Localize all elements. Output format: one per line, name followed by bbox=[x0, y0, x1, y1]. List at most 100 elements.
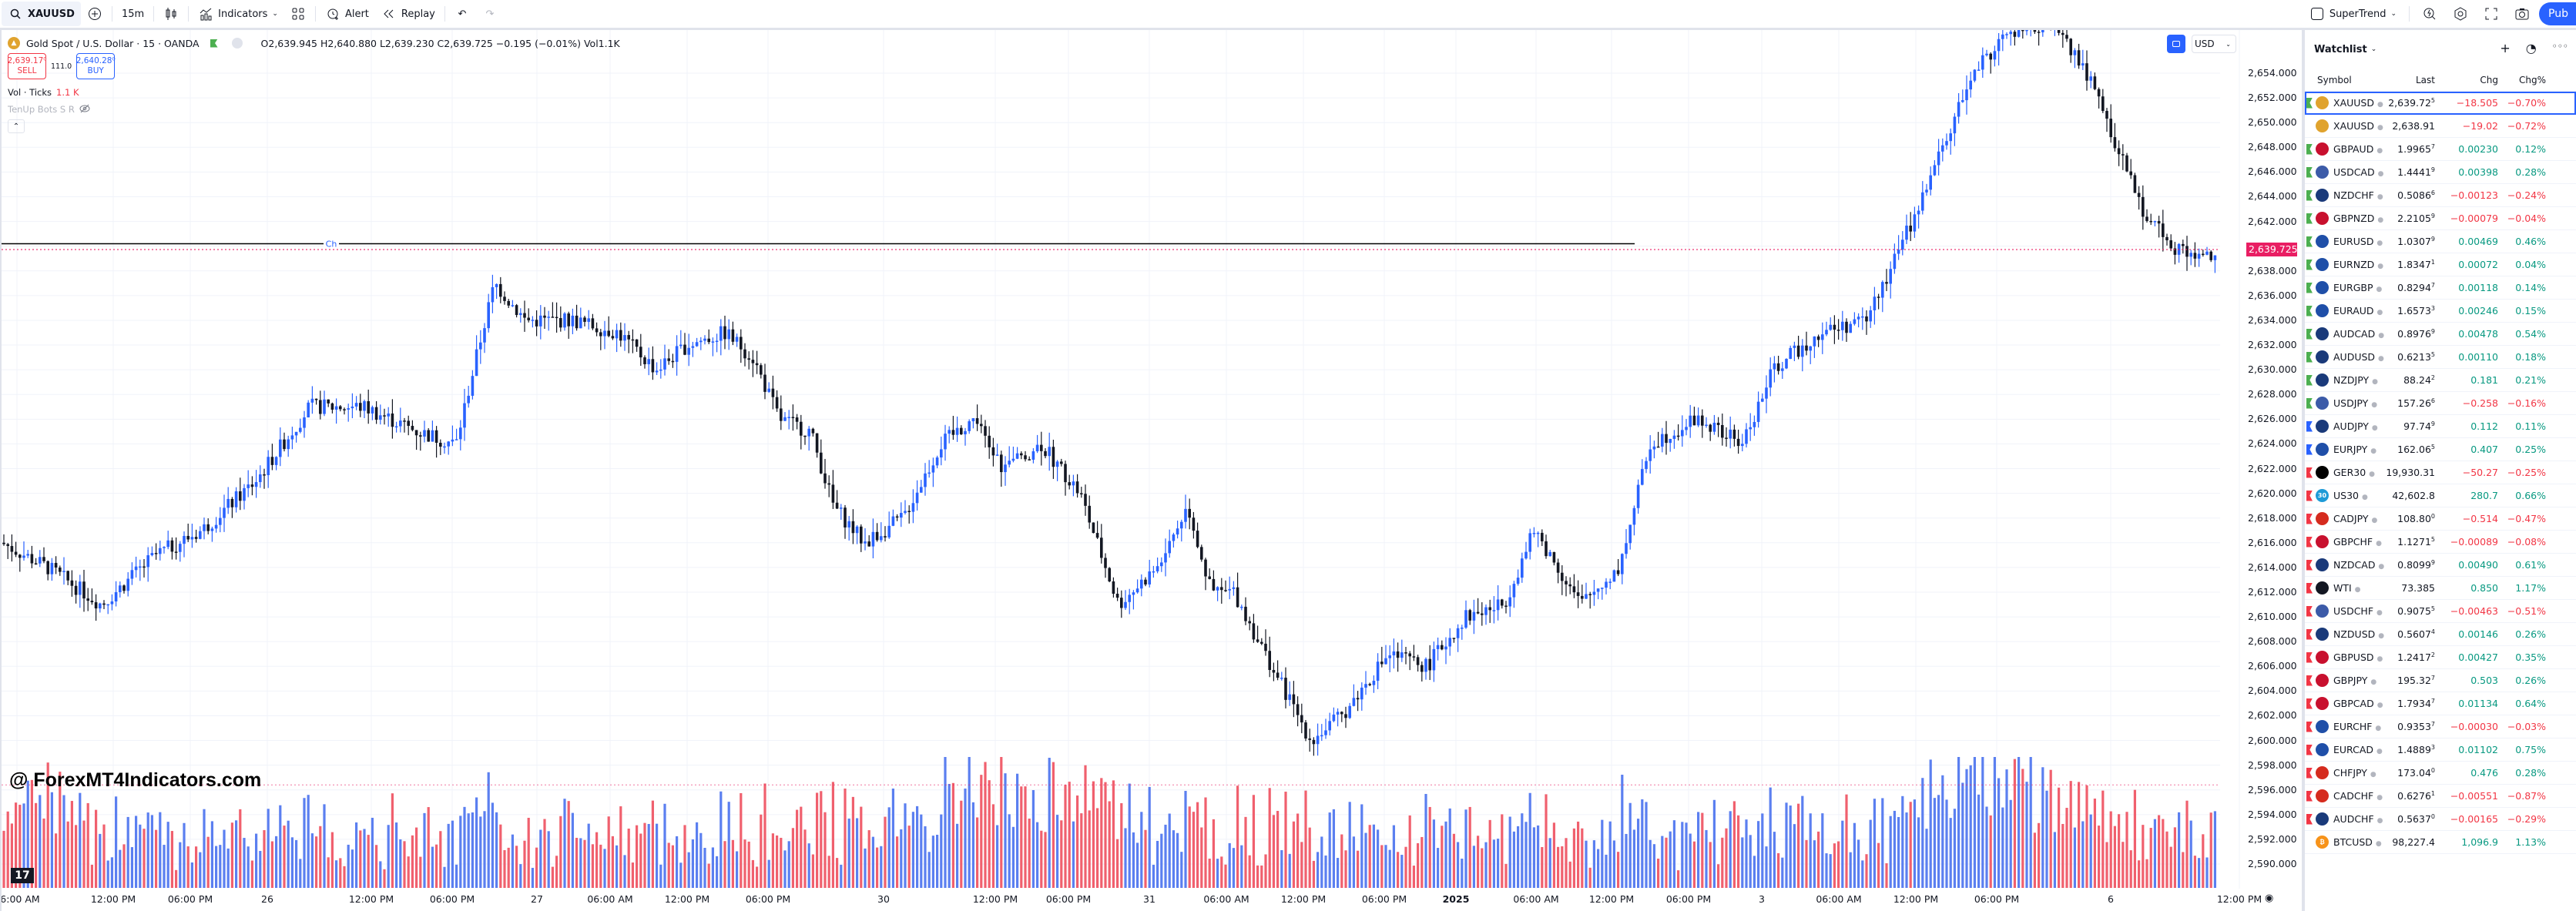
watchlist-row[interactable]: AUDJPY ● 97.749 0.112 0.11% bbox=[2305, 415, 2576, 438]
watchlist-row[interactable]: NZDJPY ● 88.242 0.181 0.21% bbox=[2305, 369, 2576, 392]
watchlist-row[interactable]: GBPNZD ● 2.21059 −0.00079 −0.04% bbox=[2305, 207, 2576, 230]
flag-icon[interactable] bbox=[2306, 790, 2313, 802]
flag-icon[interactable] bbox=[2306, 813, 2313, 825]
pie-chart-icon[interactable]: ◔ bbox=[2525, 41, 2537, 55]
flag-icon[interactable] bbox=[2306, 744, 2313, 755]
watchlist-row[interactable]: CADCHF ● 0.62761 −0.00551 −0.87% bbox=[2305, 785, 2576, 808]
currency-select[interactable]: USD ⌄ bbox=[2192, 35, 2236, 53]
watchlist-row[interactable]: EURJPY ● 162.065 0.407 0.25% bbox=[2305, 438, 2576, 461]
watchlist-row[interactable]: NZDCHF ● 0.50866 −0.00123 −0.24% bbox=[2305, 184, 2576, 207]
flag-icon[interactable] bbox=[2306, 259, 2313, 270]
flag-icon[interactable] bbox=[2306, 420, 2313, 432]
axis-settings-button[interactable]: ◉ bbox=[2265, 893, 2273, 904]
flag-icon[interactable] bbox=[2306, 444, 2313, 455]
collapse-legend-button[interactable]: ⌃ bbox=[8, 119, 25, 133]
flag-icon[interactable] bbox=[2306, 536, 2313, 548]
price-chart[interactable]: Ch bbox=[2, 30, 2302, 911]
watchlist-row[interactable]: USDJPY ● 157.266 −0.258 −0.16% bbox=[2305, 392, 2576, 415]
watchlist-row[interactable]: NZDCAD ● 0.80999 0.00490 0.61% bbox=[2305, 554, 2576, 577]
column-last[interactable]: Last bbox=[2416, 74, 2435, 85]
flag-icon[interactable] bbox=[2306, 282, 2313, 293]
watchlist-row[interactable]: GBPCAD ● 1.79347 0.01134 0.64% bbox=[2305, 692, 2576, 715]
watchlist-row[interactable]: CADJPY ● 108.800 −0.514 −0.47% bbox=[2305, 507, 2576, 531]
watchlist-row[interactable]: EURAUD ● 1.65733 0.00246 0.15% bbox=[2305, 300, 2576, 323]
flag-icon[interactable] bbox=[2306, 651, 2313, 663]
flag-icon[interactable] bbox=[2306, 213, 2313, 224]
flag-icon[interactable] bbox=[2306, 397, 2313, 409]
flag-icon[interactable] bbox=[2306, 166, 2313, 178]
layout-button[interactable]: SuperTrend ⌄ bbox=[2303, 0, 2403, 28]
watchlist-row[interactable]: GER30 ● 19,930.31 −50.27 −0.25% bbox=[2305, 461, 2576, 484]
watchlist-row[interactable]: NZDUSD ● 0.56074 0.00146 0.26% bbox=[2305, 623, 2576, 646]
symbol-title[interactable]: Gold Spot / U.S. Dollar · 15 · OANDA bbox=[26, 37, 200, 49]
alert-button[interactable]: Alert bbox=[319, 0, 375, 28]
auto-scale-button[interactable] bbox=[2167, 35, 2185, 53]
price-axis[interactable]: 2,654.000 2,652.000 2,650.000 2,648.000 2,64… bbox=[2220, 30, 2302, 911]
publish-button[interactable]: Pub bbox=[2539, 2, 2576, 25]
watchlist-row[interactable]: GBPUSD ● 1.24172 0.00427 0.35% bbox=[2305, 646, 2576, 669]
indicators-button[interactable]: Indicators ⌄ bbox=[192, 0, 284, 28]
watchlist-row[interactable]: EURNZD ● 1.83471 0.00072 0.04% bbox=[2305, 253, 2576, 276]
tradingview-logo[interactable]: 17 bbox=[11, 868, 34, 883]
flag-icon[interactable] bbox=[2306, 582, 2313, 594]
flag-icon[interactable] bbox=[2306, 559, 2313, 571]
flag-icon[interactable] bbox=[2306, 767, 2313, 779]
flag-icon[interactable] bbox=[2306, 467, 2313, 478]
flag-icon[interactable] bbox=[2306, 513, 2313, 524]
fullscreen-button[interactable] bbox=[2477, 0, 2505, 28]
watchlist-title[interactable]: Watchlist bbox=[2314, 43, 2367, 55]
watchlist-row[interactable]: GBPJPY ● 195.327 0.503 0.26% bbox=[2305, 669, 2576, 692]
watchlist-row[interactable]: EURUSD ● 1.03079 0.00469 0.46% bbox=[2305, 230, 2576, 253]
volume-indicator-legend[interactable]: Vol · Ticks 1.1 K bbox=[8, 84, 620, 101]
watchlist-row[interactable]: XAUUSD ● 2,639.725 −18.505 −0.70% bbox=[2305, 92, 2576, 115]
flag-icon[interactable] bbox=[2306, 97, 2313, 109]
chart-pane[interactable]: Ch ▲ Gold Spot / U.S. Dollar · 15 · OAND… bbox=[2, 30, 2302, 911]
snapshot-button[interactable] bbox=[2508, 0, 2536, 28]
undo-button[interactable]: ↶ bbox=[448, 0, 476, 28]
compare-symbol-button[interactable] bbox=[81, 0, 109, 28]
watchlist-row[interactable]: AUDCAD ● 0.89769 0.00478 0.54% bbox=[2305, 323, 2576, 346]
hidden-eye-icon[interactable] bbox=[79, 103, 90, 116]
watchlist-row[interactable]: 30 US30 ● 42,602.8 280.7 0.66% bbox=[2305, 484, 2576, 507]
watchlist-row[interactable]: GBPCHF ● 1.12715 −0.00089 −0.08% bbox=[2305, 531, 2576, 554]
flag-icon[interactable] bbox=[2306, 374, 2313, 386]
flag-icon[interactable] bbox=[2306, 605, 2313, 617]
flag-icon[interactable] bbox=[2306, 490, 2313, 501]
flag-icon[interactable] bbox=[2306, 351, 2313, 363]
flag-icon[interactable] bbox=[2306, 628, 2313, 640]
flag-icon[interactable] bbox=[2306, 236, 2313, 247]
watchlist-row[interactable]: AUDUSD ● 0.62135 0.00110 0.18% bbox=[2305, 346, 2576, 369]
interval-button[interactable]: 15m bbox=[116, 0, 150, 28]
watchlist-row[interactable]: CHFJPY ● 173.040 0.476 0.28% bbox=[2305, 762, 2576, 785]
replay-button[interactable]: Replay bbox=[375, 0, 441, 28]
add-symbol-button[interactable]: + bbox=[2500, 41, 2511, 55]
watchlist-row[interactable]: WTI ● 73.385 0.850 1.17% bbox=[2305, 577, 2576, 600]
watchlist-row[interactable]: XAUUSD ● 2,638.91 −19.02 −0.72% bbox=[2305, 115, 2576, 138]
more-options-icon[interactable]: ◦◦◦ bbox=[2551, 41, 2568, 52]
watchlist-row[interactable]: USDCHF ● 0.90755 −0.00463 −0.51% bbox=[2305, 600, 2576, 623]
flag-icon[interactable] bbox=[2306, 837, 2313, 848]
redo-button[interactable]: ↷ bbox=[476, 0, 504, 28]
watchlist-row[interactable]: USDCAD ● 1.44419 0.00398 0.28% bbox=[2305, 161, 2576, 184]
column-chg-pct[interactable]: Chg% bbox=[2518, 74, 2546, 85]
sell-button[interactable]: 2,639.17⁰ SELL bbox=[8, 53, 46, 79]
watchlist-row[interactable]: EURCHF ● 0.93537 −0.00030 −0.03% bbox=[2305, 715, 2576, 739]
watchlist-row[interactable]: GBPAUD ● 1.99657 0.00230 0.12% bbox=[2305, 138, 2576, 161]
flag-icon[interactable] bbox=[2306, 121, 2313, 132]
chart-type-button[interactable] bbox=[157, 0, 185, 28]
watchlist-row[interactable]: AUDCHF ● 0.56370 −0.00165 −0.29% bbox=[2305, 808, 2576, 831]
symbol-search-button[interactable]: XAUUSD bbox=[2, 2, 81, 26]
tenup-indicator-legend[interactable]: TenUp Bots S R bbox=[8, 101, 620, 118]
column-symbol[interactable]: Symbol bbox=[2317, 74, 2352, 85]
watchlist-row[interactable]: EURCAD ● 1.48893 0.01102 0.75% bbox=[2305, 739, 2576, 762]
flag-icon[interactable] bbox=[2306, 189, 2313, 201]
watchlist-row[interactable]: ₿ BTCUSD ● 98,227.4 1,096.9 1.13% bbox=[2305, 831, 2576, 854]
flag-icon[interactable] bbox=[2306, 698, 2313, 709]
settings-button[interactable] bbox=[2447, 0, 2474, 28]
flag-icon[interactable] bbox=[2306, 143, 2313, 155]
column-chg[interactable]: Chg bbox=[2480, 74, 2498, 85]
quick-search-button[interactable] bbox=[2416, 0, 2444, 28]
flag-icon[interactable] bbox=[2306, 328, 2313, 340]
flag-icon[interactable] bbox=[2306, 675, 2313, 686]
